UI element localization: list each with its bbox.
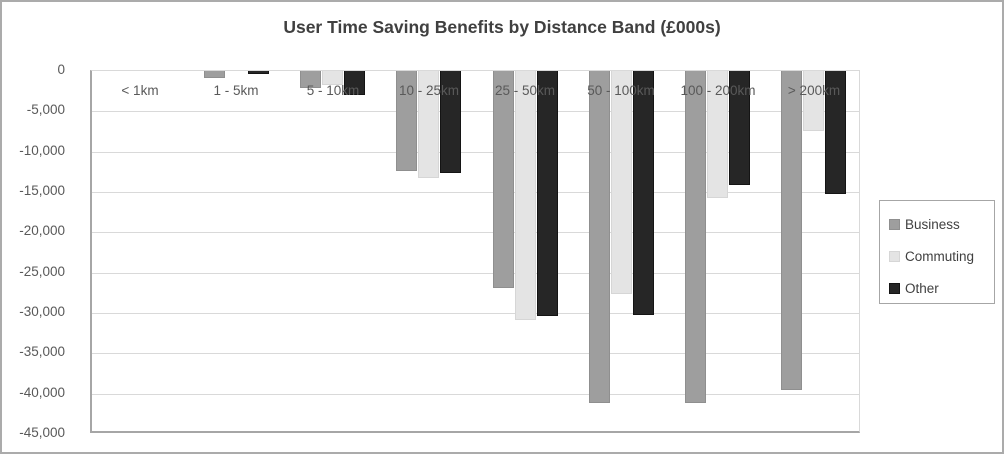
- gridline: [92, 111, 859, 112]
- bar-other-5[interactable]: [633, 71, 654, 315]
- chart-title: User Time Saving Benefits by Distance Ba…: [283, 17, 721, 37]
- bar-other-7[interactable]: [825, 71, 846, 194]
- legend-label: Business: [905, 216, 960, 232]
- gridline: [92, 152, 859, 153]
- legend-item-other[interactable]: Other: [889, 272, 994, 304]
- bar-commuting-5[interactable]: [611, 71, 632, 294]
- bar-business-6[interactable]: [685, 71, 706, 403]
- gridline: [92, 273, 859, 274]
- legend-swatch-icon: [889, 250, 900, 262]
- bar-business-3[interactable]: [396, 71, 417, 171]
- bar-other-4[interactable]: [537, 71, 558, 316]
- bar-commuting-2[interactable]: [322, 71, 343, 85]
- legend-swatch-icon: [889, 282, 900, 294]
- y-axis-tick-label: -35,000: [19, 344, 65, 359]
- y-axis-tick-label: -5,000: [26, 102, 65, 117]
- gridline: [92, 353, 859, 354]
- bar-other-1[interactable]: [248, 71, 269, 74]
- y-axis-tick-label: -10,000: [19, 143, 65, 158]
- y-axis-tick-label: -40,000: [19, 385, 65, 400]
- bar-business-5[interactable]: [589, 71, 610, 403]
- bar-business-1[interactable]: [204, 71, 225, 78]
- y-axis-tick-label: -45,000: [19, 425, 65, 440]
- gridline: [92, 394, 859, 395]
- plot-area: < 1km 1 - 5km 5 - 10km 10 - 25km 25 - 50km 50…: [90, 70, 860, 433]
- y-axis-tick-label: -30,000: [19, 304, 65, 319]
- gridline: [92, 232, 859, 233]
- y-axis-tick-label: -20,000: [19, 223, 65, 238]
- legend-item-business[interactable]: Business: [889, 208, 994, 240]
- bar-commuting-6[interactable]: [707, 71, 728, 198]
- category-label: < 1km: [121, 83, 159, 98]
- bar-other-6[interactable]: [729, 71, 750, 185]
- legend[interactable]: Business Commuting Other: [879, 200, 995, 304]
- bar-other-2[interactable]: [344, 71, 365, 95]
- legend-label: Commuting: [905, 248, 975, 264]
- y-axis-tick-label: 0: [57, 62, 65, 77]
- bar-commuting-3[interactable]: [418, 71, 439, 178]
- bar-commuting-4[interactable]: [515, 71, 536, 320]
- category-label: 1 - 5km: [213, 83, 259, 98]
- gridline: [92, 313, 859, 314]
- bar-business-7[interactable]: [781, 71, 802, 390]
- bar-business-4[interactable]: [493, 71, 514, 288]
- y-axis-tick-label: -25,000: [19, 264, 65, 279]
- legend-item-commuting[interactable]: Commuting: [889, 240, 994, 272]
- legend-label: Other: [905, 280, 939, 296]
- gridline: [92, 192, 859, 193]
- y-axis-tick-label: -15,000: [19, 183, 65, 198]
- bar-commuting-7[interactable]: [803, 71, 824, 131]
- bar-business-2[interactable]: [300, 71, 321, 88]
- bar-other-3[interactable]: [440, 71, 461, 173]
- legend-swatch-icon: [889, 218, 900, 230]
